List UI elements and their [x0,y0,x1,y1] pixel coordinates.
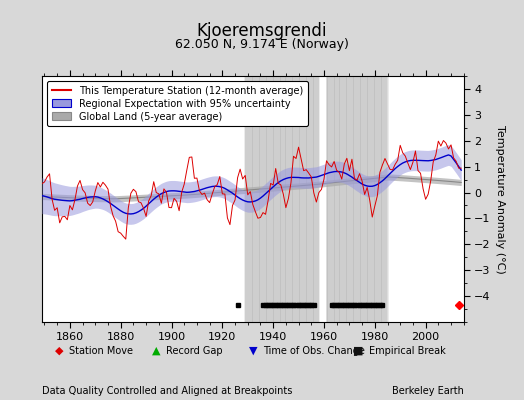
Text: Kjoeremsgrendi: Kjoeremsgrendi [196,22,328,40]
Y-axis label: Temperature Anomaly (°C): Temperature Anomaly (°C) [495,125,505,273]
Text: Empirical Break: Empirical Break [369,346,445,356]
Text: ▲: ▲ [151,346,160,356]
Text: Record Gap: Record Gap [166,346,223,356]
Text: ■: ■ [353,346,364,356]
Text: Berkeley Earth: Berkeley Earth [392,386,464,396]
Text: ▼: ▼ [248,346,257,356]
Legend: This Temperature Station (12-month average), Regional Expectation with 95% uncer: This Temperature Station (12-month avera… [47,81,308,126]
Text: 62.050 N, 9.174 E (Norway): 62.050 N, 9.174 E (Norway) [175,38,349,51]
Text: Time of Obs. Change: Time of Obs. Change [264,346,365,356]
Text: Station Move: Station Move [69,346,133,356]
Text: Data Quality Controlled and Aligned at Breakpoints: Data Quality Controlled and Aligned at B… [42,386,292,396]
Text: ◆: ◆ [54,346,63,356]
